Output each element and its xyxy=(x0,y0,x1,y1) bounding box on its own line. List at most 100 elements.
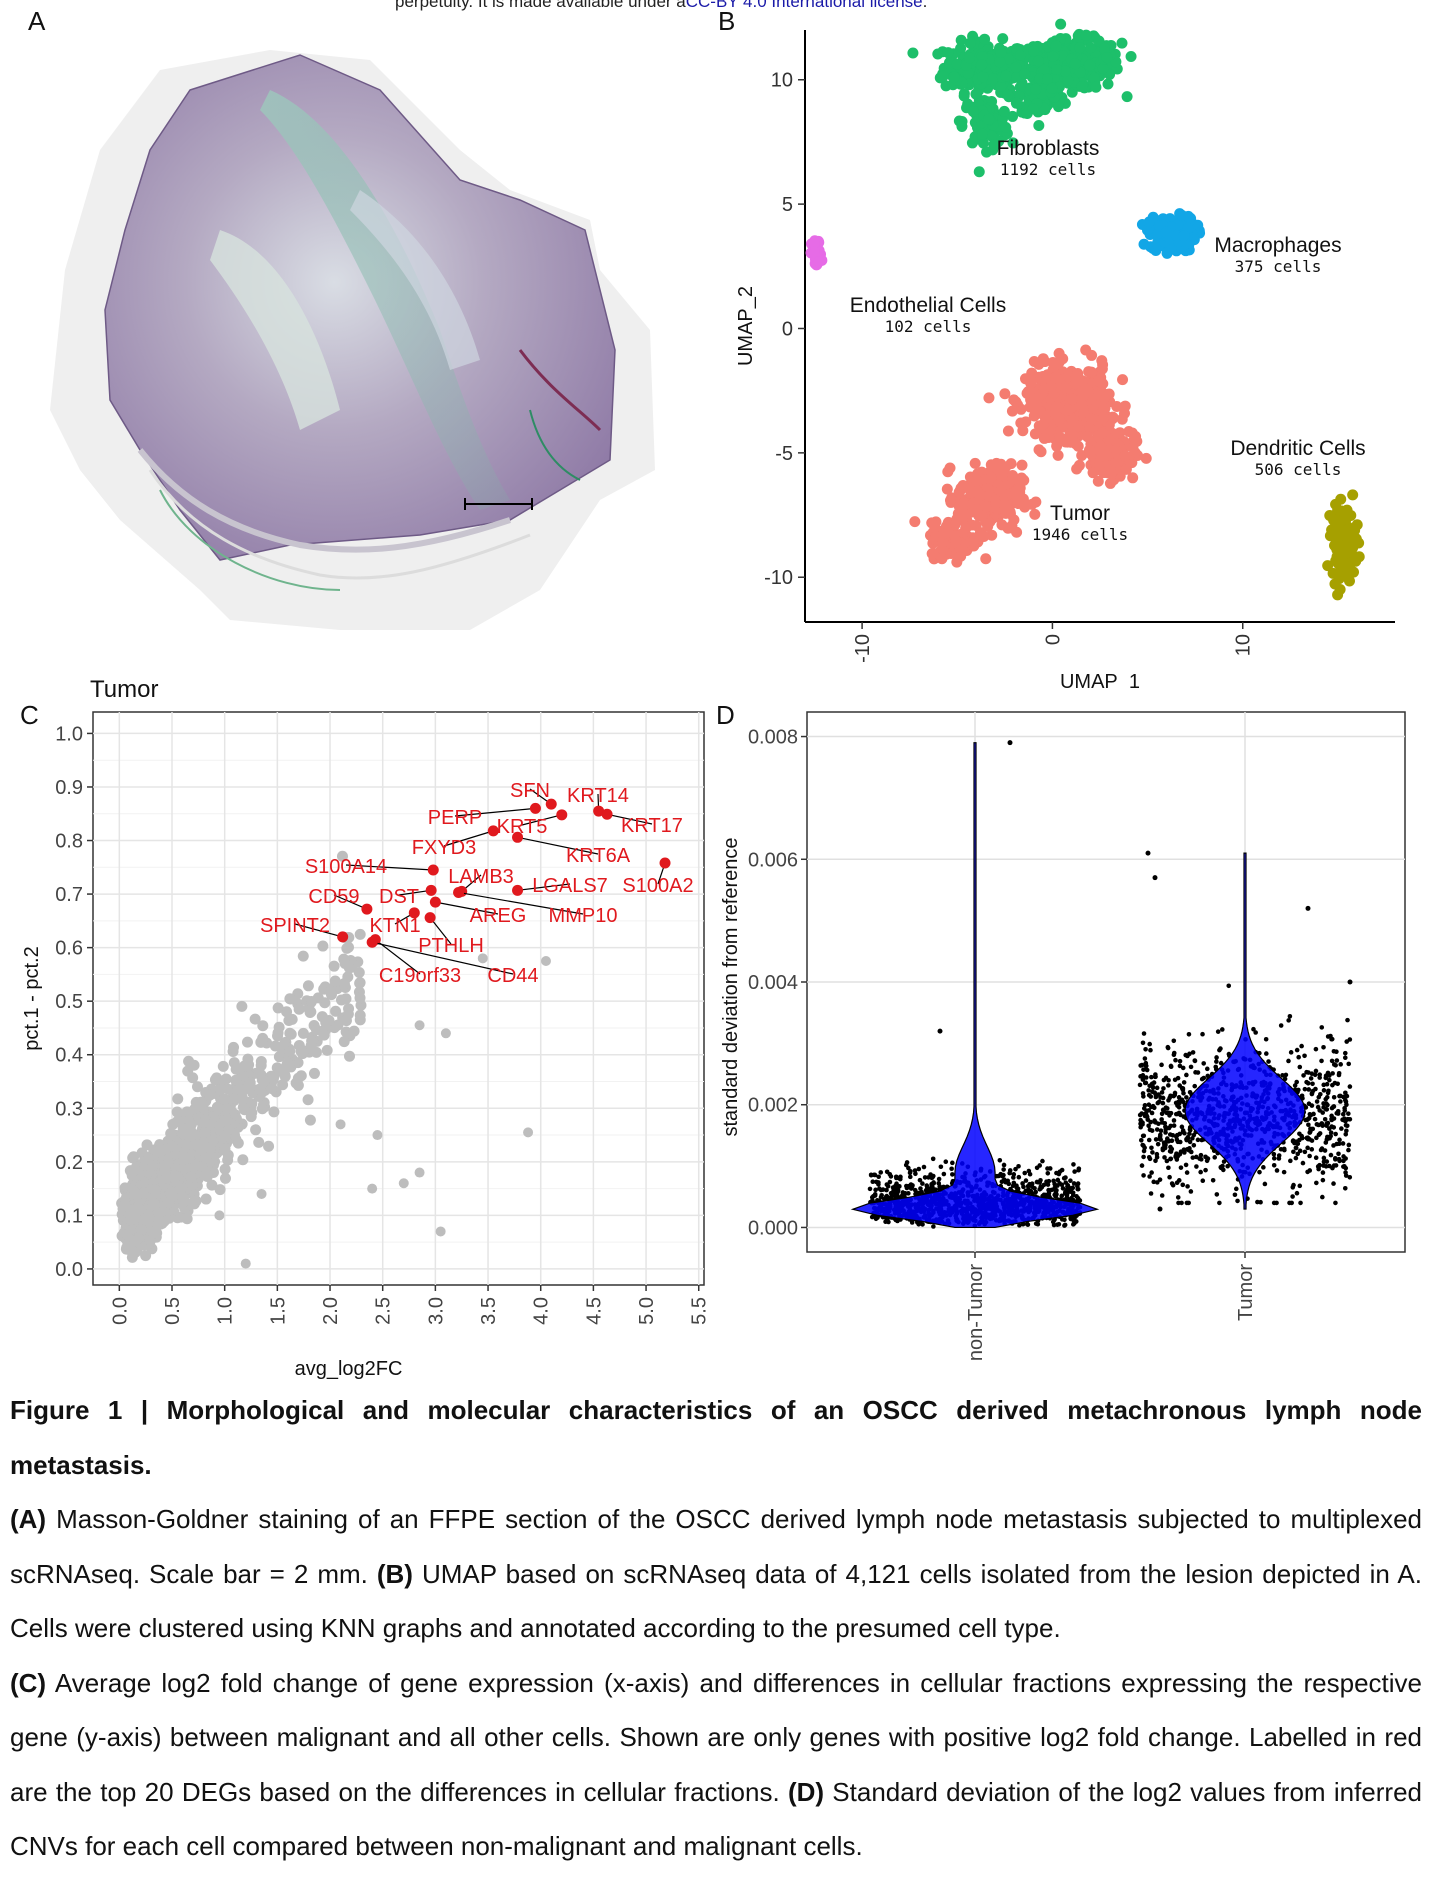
umap-point xyxy=(955,550,967,562)
umap-point xyxy=(1105,467,1117,479)
umap-point xyxy=(1140,452,1152,464)
umap-point xyxy=(1096,363,1108,375)
cell-point xyxy=(1343,1118,1348,1124)
y-tick-label: -5 xyxy=(775,443,793,465)
cell-point xyxy=(903,1162,909,1168)
cell-point xyxy=(1023,1188,1029,1194)
cell-point xyxy=(1075,1181,1081,1186)
cell-point xyxy=(1342,1050,1348,1056)
cell-point xyxy=(1022,1170,1028,1176)
cell-point xyxy=(1331,1094,1337,1100)
umap-point xyxy=(1096,427,1108,439)
cluster-label: Endothelial Cells xyxy=(850,294,1006,317)
cell-point xyxy=(1150,1150,1155,1155)
cluster-count: 375 cells xyxy=(1235,257,1322,276)
umap-point xyxy=(909,516,921,528)
umap-point xyxy=(1054,432,1066,444)
cell-point xyxy=(1147,1041,1152,1047)
cell-point xyxy=(1342,1055,1348,1061)
cell-point xyxy=(1283,1072,1289,1078)
umap-point xyxy=(1127,472,1139,484)
umap-point xyxy=(995,485,1007,497)
cell-point xyxy=(1214,1059,1219,1064)
umap-point xyxy=(1050,63,1062,75)
cell-point xyxy=(1070,1222,1076,1227)
umap-point xyxy=(950,535,962,547)
cluster-label: Macrophages xyxy=(1214,234,1341,257)
cluster-tumor xyxy=(909,344,1152,568)
umap-point xyxy=(1192,219,1204,231)
y-tick-label: 0.004 xyxy=(748,972,798,994)
umap-point xyxy=(937,528,949,540)
umap-point xyxy=(1006,405,1018,417)
panel-label-d: D xyxy=(716,700,735,730)
cell-point xyxy=(1147,1174,1152,1179)
umap-point xyxy=(1102,78,1114,90)
cluster-label: Dendritic Cells xyxy=(1230,437,1365,460)
umap-point xyxy=(1028,45,1040,57)
umap-point xyxy=(1092,475,1104,487)
cell-point xyxy=(1007,1168,1013,1173)
umap-point xyxy=(1012,498,1024,510)
umap-point xyxy=(936,553,948,565)
umap-point xyxy=(976,128,988,140)
umap-point xyxy=(1000,70,1012,82)
cluster-count: 102 cells xyxy=(885,317,972,336)
umap-point xyxy=(1125,51,1137,63)
cell-point xyxy=(1319,1025,1325,1030)
cluster-label: Tumor xyxy=(1050,502,1110,525)
cell-point xyxy=(1203,1154,1208,1160)
umap-point xyxy=(1000,461,1012,473)
umap-point xyxy=(1037,353,1049,365)
cell-point xyxy=(1072,1169,1077,1174)
umap-point xyxy=(1045,380,1057,392)
cell-point xyxy=(873,1187,878,1193)
umap-point xyxy=(971,475,983,487)
umap-point xyxy=(1098,42,1110,54)
license-link[interactable]: CC-BY 4.0 International license xyxy=(685,0,923,11)
umap-point xyxy=(1074,66,1086,78)
umap-point xyxy=(1062,404,1074,416)
umap-point xyxy=(1076,399,1088,411)
umap-point xyxy=(1097,63,1109,75)
umap-point xyxy=(1154,220,1166,232)
cell-point xyxy=(913,1171,918,1177)
umap-point xyxy=(1142,224,1154,236)
umap-point xyxy=(1107,412,1119,424)
cell-point xyxy=(1297,1148,1303,1154)
umap-point xyxy=(1032,392,1044,404)
umap-point xyxy=(1337,555,1349,567)
y-tick-label: 0.002 xyxy=(748,1095,798,1117)
cell-point xyxy=(1328,1130,1334,1135)
cell-point xyxy=(1313,1155,1319,1161)
cell-point xyxy=(887,1179,893,1185)
cell-point xyxy=(930,1156,936,1162)
cell-point xyxy=(938,1164,944,1170)
umap-point xyxy=(969,457,981,469)
cell-point xyxy=(1039,1184,1045,1190)
cell-point xyxy=(1053,1190,1059,1195)
umap-point xyxy=(1343,575,1355,587)
umap-point xyxy=(979,33,991,45)
cell-point xyxy=(1148,1047,1153,1053)
umap-point xyxy=(1339,540,1351,552)
cell-point xyxy=(997,1157,1003,1163)
cell-point xyxy=(1168,1144,1173,1150)
umap-point xyxy=(1178,230,1190,242)
cell-point xyxy=(1334,1058,1340,1063)
cell-point xyxy=(930,1175,935,1180)
cell-point xyxy=(1045,1170,1051,1176)
cluster-label: Fibroblasts xyxy=(997,137,1100,160)
umap-point xyxy=(1069,58,1081,70)
cell-point xyxy=(1324,1107,1330,1112)
cluster-count: 506 cells xyxy=(1255,460,1342,479)
umap-point xyxy=(1094,459,1106,471)
umap-point xyxy=(1084,59,1096,71)
cell-point xyxy=(1013,1166,1018,1172)
umap-point xyxy=(1071,463,1083,475)
y-tick-label: 0.000 xyxy=(748,1217,798,1239)
umap-point xyxy=(1002,425,1014,437)
cell-point xyxy=(925,1186,930,1191)
cell-point xyxy=(1146,1137,1152,1143)
